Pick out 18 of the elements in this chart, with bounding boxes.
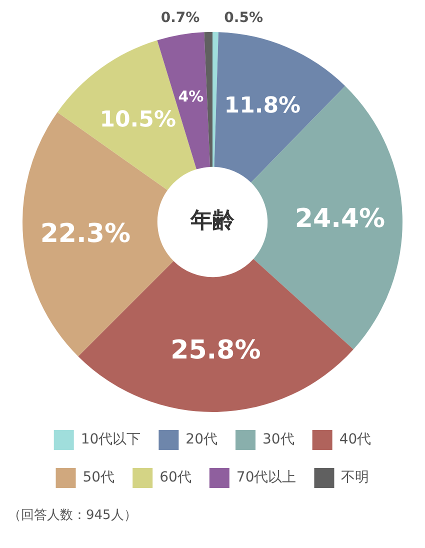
- legend-label: 20代: [186, 432, 218, 448]
- legend-label: 不明: [341, 470, 370, 486]
- data-label: 22.3%: [40, 218, 131, 249]
- text: 年齢: [190, 208, 236, 234]
- data-label: 0.5%: [224, 10, 263, 26]
- legend-label: 40代: [339, 432, 372, 448]
- data-label: 11.8%: [224, 93, 301, 118]
- legend-label: 10代以下: [80, 432, 141, 448]
- legend-label: 50代: [82, 470, 115, 486]
- data-label: 10.5%: [100, 107, 176, 132]
- legend-label: 30代: [262, 432, 294, 448]
- data-label: 24.4%: [294, 204, 386, 234]
- legend-label: 60代: [160, 470, 192, 486]
- text: （回答人数：945人）: [8, 507, 138, 524]
- data-label: 0.7%: [160, 10, 200, 26]
- data-label: 25.8%: [170, 336, 261, 366]
- data-label: 4%: [178, 88, 204, 106]
- legend-label: 70代以上: [236, 470, 296, 486]
